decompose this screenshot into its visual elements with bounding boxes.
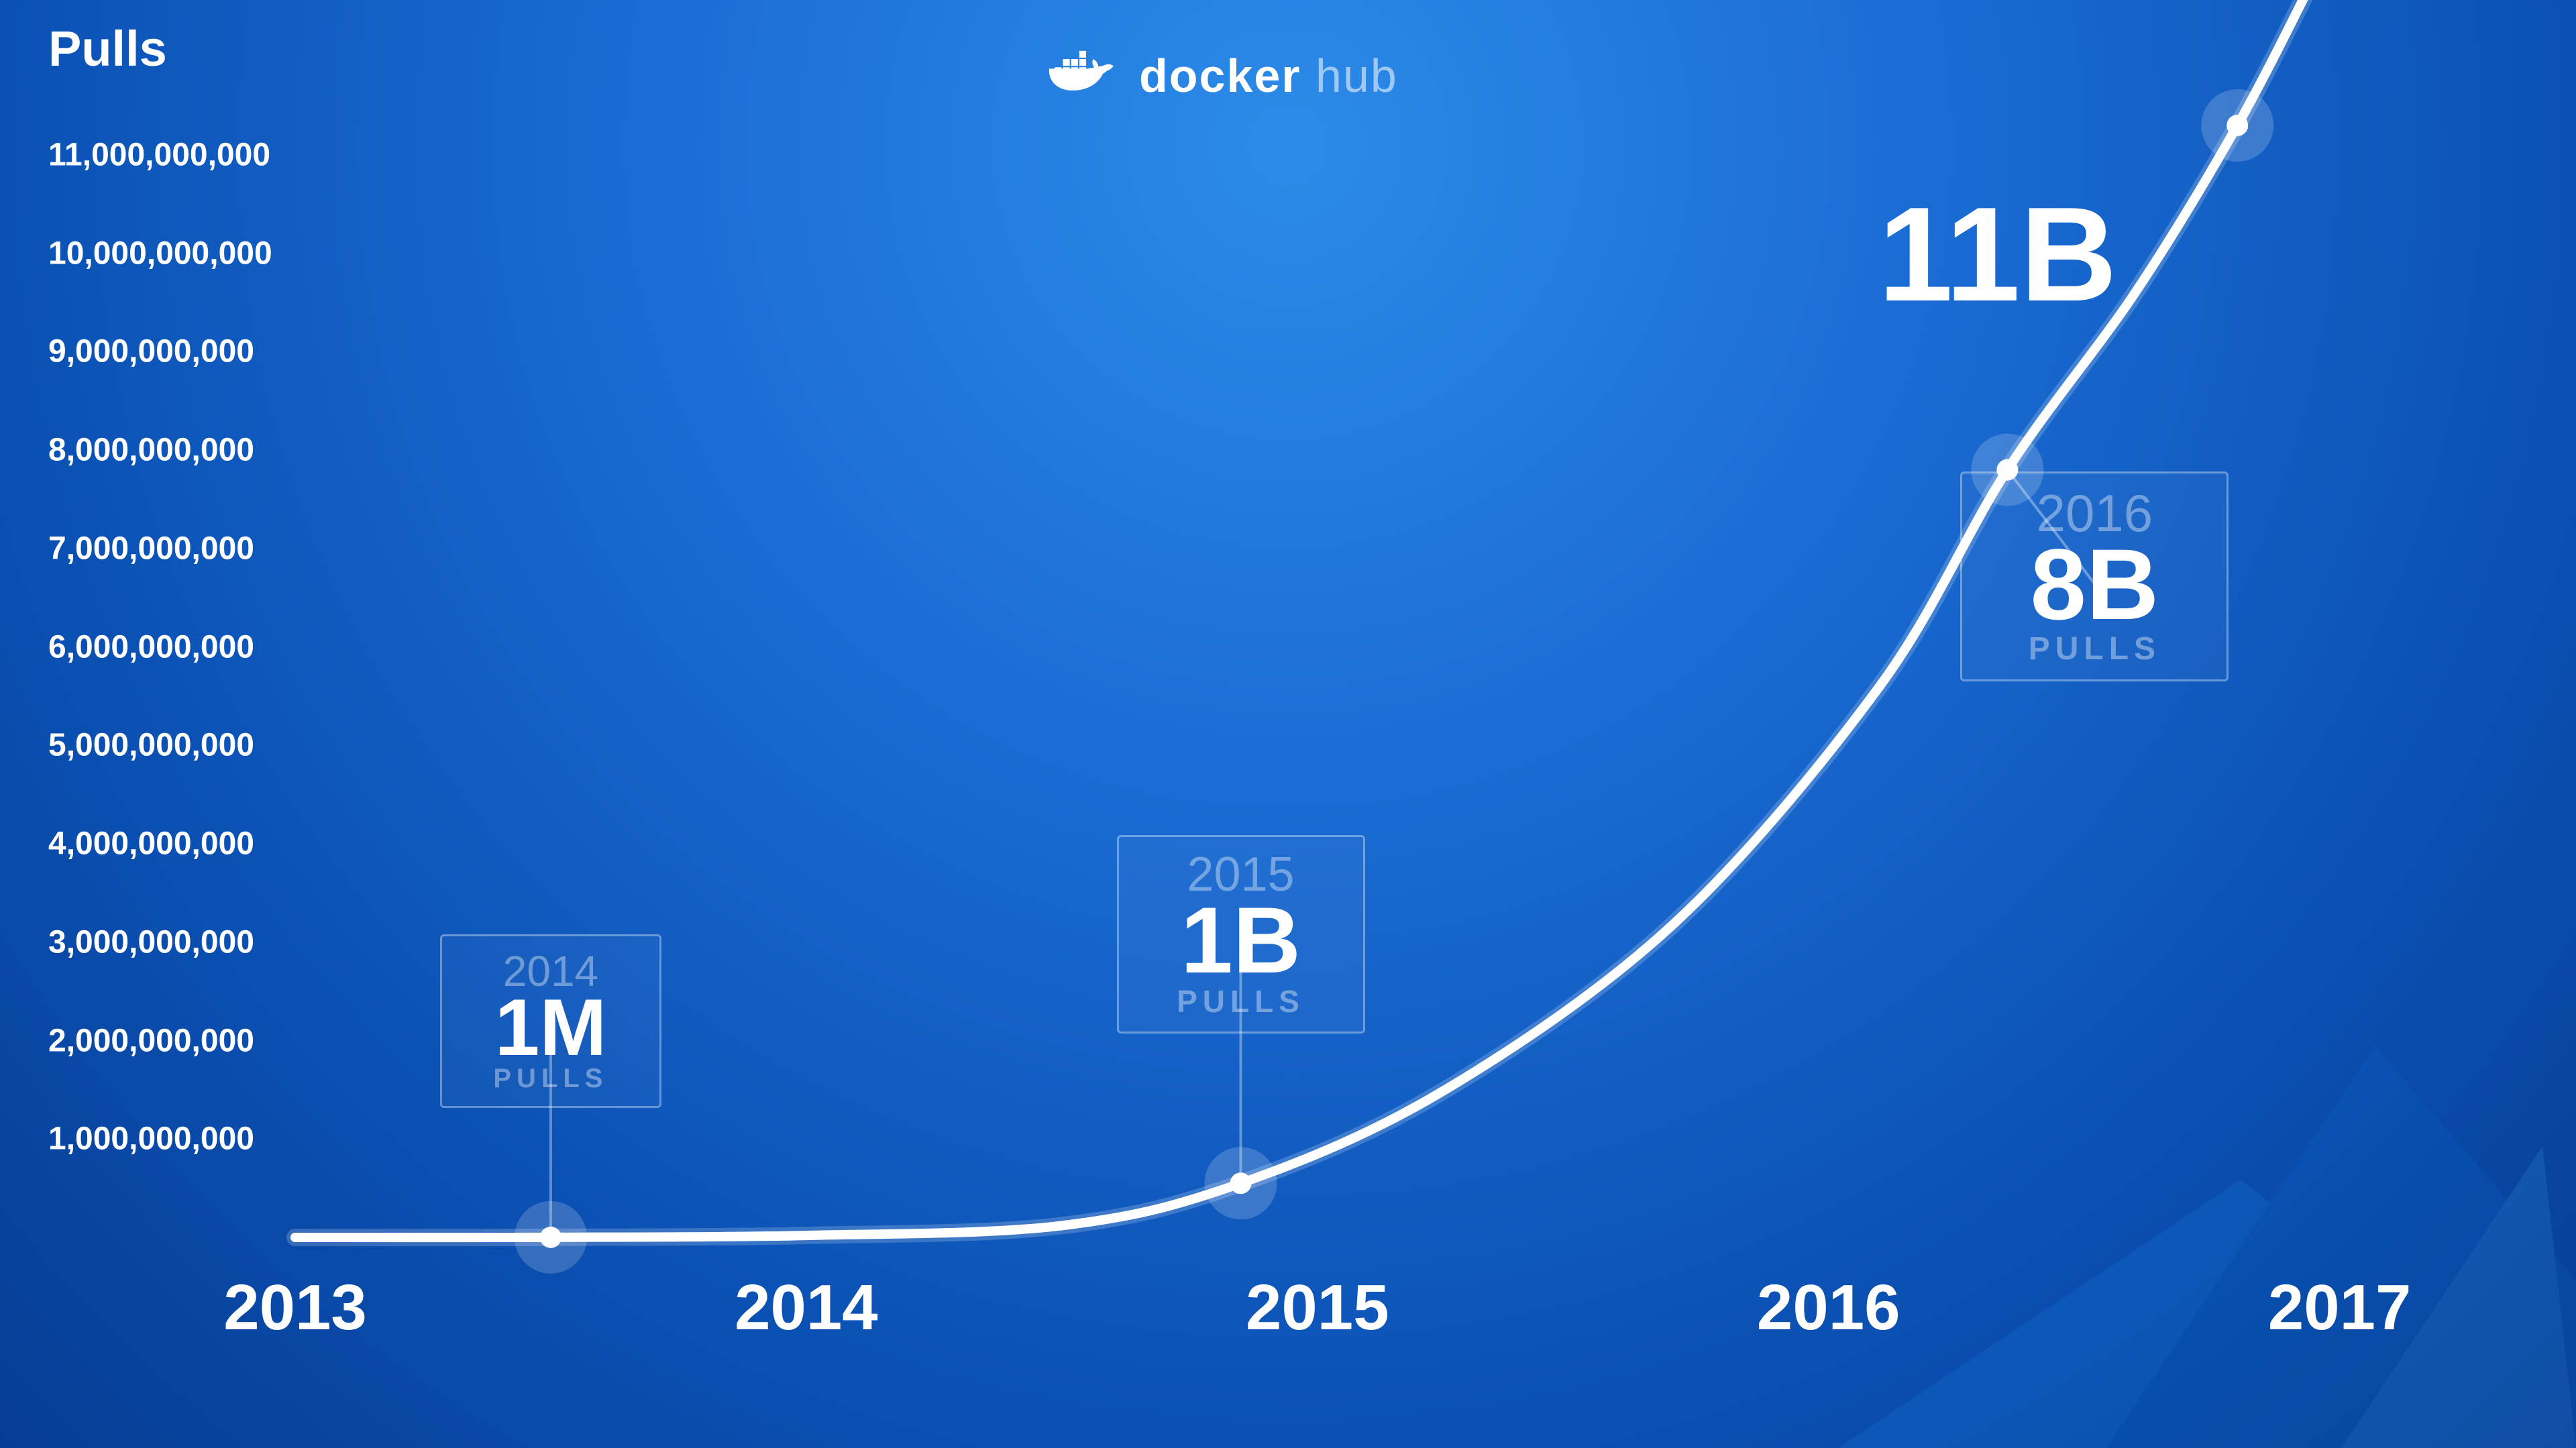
docker-whale-icon (1046, 47, 1120, 104)
decorative-polygons (1637, 844, 2576, 1448)
y-tick-label: 2,000,000,000 (48, 1022, 254, 1059)
milestone-value: 1M (466, 987, 635, 1068)
y-tick-label: 11,000,000,000 (48, 137, 270, 174)
milestone-sub: PULLS (1986, 630, 2202, 667)
growth-curve (0, 0, 2576, 1448)
milestone-sub: PULLS (466, 1064, 635, 1094)
milestone-tag-m2014: 20141MPULLS (440, 934, 661, 1108)
y-tick-label: 10,000,000,000 (48, 235, 272, 272)
x-tick-label: 2016 (1757, 1271, 1900, 1345)
x-tick-label: 2015 (1246, 1271, 1389, 1345)
y-tick-label: 5,000,000,000 (48, 727, 254, 764)
logo-text-primary: docker (1139, 50, 1301, 102)
milestone-value: 1B (1143, 893, 1339, 987)
x-tick-label: 2017 (2268, 1271, 2412, 1345)
milestone-value: 8B (1986, 534, 2202, 634)
y-tick-label: 3,000,000,000 (48, 924, 254, 960)
y-tick-label: 8,000,000,000 (48, 432, 254, 469)
y-tick-label: 9,000,000,000 (48, 333, 254, 370)
milestone-tag-m2016: 20168BPULLS (1960, 471, 2229, 681)
y-tick-label: 1,000,000,000 (48, 1121, 254, 1158)
logo-text: docker hub (1139, 49, 1398, 103)
logo-text-secondary: hub (1301, 50, 1398, 102)
y-tick-label: 4,000,000,000 (48, 826, 254, 862)
docker-hub-logo: docker hub (1046, 47, 1398, 104)
milestone-tag-m2015: 20151BPULLS (1117, 835, 1365, 1034)
chart-stage: Pulls docker hub 11B 1,000,000,000 2,000,… (0, 0, 2576, 1448)
y-tick-label: 7,000,000,000 (48, 530, 254, 567)
x-tick-label: 2013 (223, 1271, 367, 1345)
y-axis-title: Pulls (48, 20, 167, 77)
final-value-label: 11B (1878, 188, 2117, 322)
x-tick-label: 2014 (735, 1271, 878, 1345)
milestone-sub: PULLS (1143, 983, 1339, 1019)
y-tick-label: 6,000,000,000 (48, 628, 254, 665)
